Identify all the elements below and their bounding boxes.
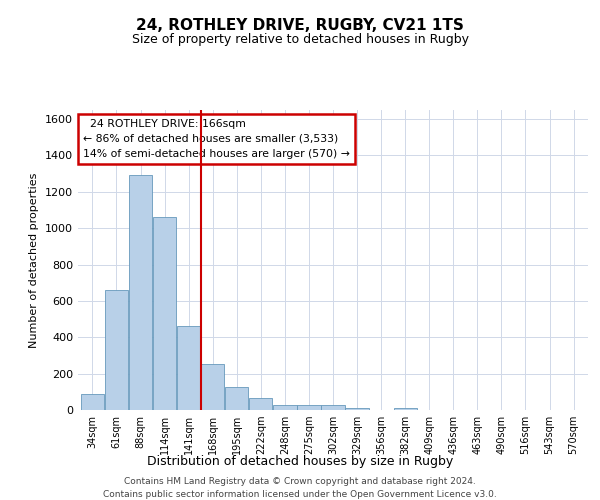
Bar [105, 290, 128, 410]
Bar [297, 404, 320, 410]
Bar [153, 218, 176, 410]
Y-axis label: Number of detached properties: Number of detached properties [29, 172, 40, 348]
Text: Size of property relative to detached houses in Rugby: Size of property relative to detached ho… [131, 32, 469, 46]
Text: Distribution of detached houses by size in Rugby: Distribution of detached houses by size … [147, 455, 453, 468]
Bar [177, 326, 200, 410]
Bar [81, 394, 104, 410]
Bar [225, 388, 248, 410]
Bar [322, 404, 344, 410]
Bar [249, 398, 272, 410]
Bar [273, 404, 296, 410]
Bar [201, 364, 224, 410]
Text: Contains public sector information licensed under the Open Government Licence v3: Contains public sector information licen… [103, 490, 497, 499]
Bar [129, 176, 152, 410]
Bar [346, 408, 369, 410]
Text: 24 ROTHLEY DRIVE: 166sqm
← 86% of detached houses are smaller (3,533)
14% of sem: 24 ROTHLEY DRIVE: 166sqm ← 86% of detach… [83, 119, 350, 158]
Text: Contains HM Land Registry data © Crown copyright and database right 2024.: Contains HM Land Registry data © Crown c… [124, 478, 476, 486]
Text: 24, ROTHLEY DRIVE, RUGBY, CV21 1TS: 24, ROTHLEY DRIVE, RUGBY, CV21 1TS [136, 18, 464, 32]
Bar [394, 408, 417, 410]
